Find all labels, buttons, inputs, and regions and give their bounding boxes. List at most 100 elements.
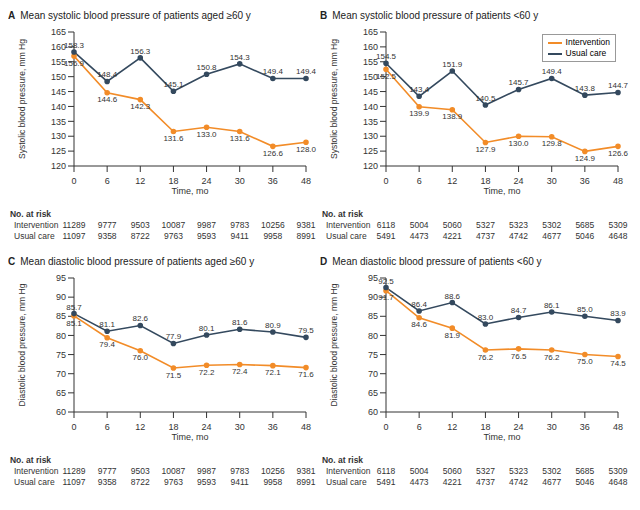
- svg-text:5004: 5004: [410, 466, 429, 476]
- svg-text:4473: 4473: [410, 477, 429, 487]
- svg-text:130.0: 130.0: [509, 139, 530, 148]
- svg-text:4473: 4473: [410, 231, 429, 241]
- svg-text:128.0: 128.0: [296, 145, 317, 154]
- svg-text:Time, mo: Time, mo: [483, 432, 520, 442]
- svg-text:5302: 5302: [542, 220, 561, 230]
- svg-text:71.6: 71.6: [298, 370, 314, 379]
- svg-text:75.0: 75.0: [577, 357, 593, 366]
- svg-text:5685: 5685: [575, 220, 594, 230]
- svg-text:9593: 9593: [197, 477, 216, 487]
- svg-text:165: 165: [363, 27, 378, 37]
- svg-text:84.7: 84.7: [511, 306, 527, 315]
- svg-text:12: 12: [447, 176, 457, 186]
- svg-text:91.7: 91.7: [378, 293, 394, 302]
- svg-text:Usual care: Usual care: [14, 231, 55, 241]
- svg-text:130: 130: [363, 131, 378, 141]
- svg-text:4648: 4648: [609, 477, 628, 487]
- svg-text:4648: 4648: [609, 231, 628, 241]
- svg-text:145: 145: [51, 87, 66, 97]
- svg-text:Intervention: Intervention: [326, 466, 371, 476]
- svg-text:36: 36: [268, 422, 278, 432]
- svg-text:4677: 4677: [542, 477, 561, 487]
- svg-text:126.6: 126.6: [263, 149, 284, 158]
- svg-text:149.4: 149.4: [542, 67, 563, 76]
- svg-text:143.4: 143.4: [409, 85, 430, 94]
- svg-text:48: 48: [613, 176, 623, 186]
- svg-text:48: 48: [301, 176, 311, 186]
- svg-text:140.5: 140.5: [475, 94, 496, 103]
- svg-text:127.9: 127.9: [475, 145, 496, 154]
- svg-text:9777: 9777: [98, 220, 117, 230]
- svg-text:9411: 9411: [231, 231, 250, 241]
- svg-text:Usual care: Usual care: [326, 231, 367, 241]
- svg-text:30: 30: [547, 422, 557, 432]
- svg-text:10087: 10087: [162, 466, 186, 476]
- svg-text:124.9: 124.9: [575, 154, 596, 163]
- svg-text:85.7: 85.7: [66, 303, 82, 312]
- svg-text:48: 48: [301, 422, 311, 432]
- svg-text:36: 36: [580, 422, 590, 432]
- svg-text:149.4: 149.4: [296, 67, 317, 76]
- svg-text:131.6: 131.6: [163, 134, 184, 143]
- svg-text:Intervention: Intervention: [14, 220, 59, 230]
- svg-text:90: 90: [368, 292, 378, 302]
- svg-text:5323: 5323: [509, 220, 528, 230]
- svg-text:142.3: 142.3: [130, 102, 151, 111]
- svg-text:70: 70: [368, 369, 378, 379]
- svg-text:144.6: 144.6: [97, 95, 118, 104]
- svg-text:4737: 4737: [476, 477, 495, 487]
- svg-text:145.1: 145.1: [163, 80, 184, 89]
- svg-text:11097: 11097: [62, 231, 85, 241]
- svg-text:9763: 9763: [164, 477, 183, 487]
- svg-text:76.2: 76.2: [478, 353, 494, 362]
- svg-text:81.6: 81.6: [232, 318, 248, 327]
- svg-text:0: 0: [383, 176, 388, 186]
- svg-text:70: 70: [56, 369, 66, 379]
- svg-text:5491: 5491: [377, 231, 396, 241]
- svg-text:81.1: 81.1: [99, 320, 115, 329]
- svg-text:9358: 9358: [98, 231, 117, 241]
- svg-text:9503: 9503: [131, 220, 150, 230]
- svg-text:36: 36: [580, 176, 590, 186]
- svg-text:24: 24: [514, 422, 524, 432]
- svg-text:80: 80: [56, 331, 66, 341]
- svg-text:165: 165: [51, 27, 66, 37]
- svg-text:156.9: 156.9: [64, 59, 85, 68]
- svg-text:76.0: 76.0: [132, 353, 148, 362]
- svg-text:Diastolic blood pressure, mm H: Diastolic blood pressure, mm Hg: [329, 283, 339, 406]
- svg-text:133.0: 133.0: [197, 130, 218, 139]
- svg-text:11289: 11289: [62, 466, 85, 476]
- svg-text:85: 85: [368, 311, 378, 321]
- svg-text:No. at risk: No. at risk: [322, 209, 363, 219]
- svg-text:Time, mo: Time, mo: [171, 432, 208, 442]
- svg-text:9503: 9503: [131, 466, 150, 476]
- svg-text:5685: 5685: [575, 466, 594, 476]
- svg-text:145.7: 145.7: [509, 78, 530, 87]
- svg-text:9381: 9381: [297, 220, 316, 230]
- svg-text:12: 12: [135, 176, 145, 186]
- svg-text:5491: 5491: [377, 477, 396, 487]
- svg-text:84.6: 84.6: [411, 320, 427, 329]
- svg-text:79.5: 79.5: [298, 326, 314, 335]
- svg-text:No. at risk: No. at risk: [10, 455, 51, 465]
- svg-text:85: 85: [56, 311, 66, 321]
- svg-text:74.5: 74.5: [610, 359, 626, 368]
- svg-text:4221: 4221: [443, 231, 462, 241]
- svg-text:Usual care: Usual care: [14, 477, 55, 487]
- svg-text:5323: 5323: [509, 466, 528, 476]
- svg-text:18: 18: [168, 422, 178, 432]
- svg-text:125: 125: [51, 146, 66, 156]
- svg-text:135: 135: [51, 117, 66, 127]
- svg-text:160: 160: [363, 42, 378, 52]
- svg-text:75: 75: [56, 350, 66, 360]
- svg-text:150.8: 150.8: [197, 63, 218, 72]
- svg-text:4221: 4221: [443, 477, 462, 487]
- svg-text:5060: 5060: [443, 466, 462, 476]
- svg-text:95: 95: [368, 273, 378, 283]
- svg-text:12: 12: [135, 422, 145, 432]
- svg-text:6118: 6118: [377, 466, 396, 476]
- svg-text:6: 6: [417, 176, 422, 186]
- svg-text:Systolic blood pressure, mm Hg: Systolic blood pressure, mm Hg: [17, 39, 27, 159]
- svg-text:5309: 5309: [609, 220, 628, 230]
- svg-text:Time, mo: Time, mo: [171, 186, 208, 196]
